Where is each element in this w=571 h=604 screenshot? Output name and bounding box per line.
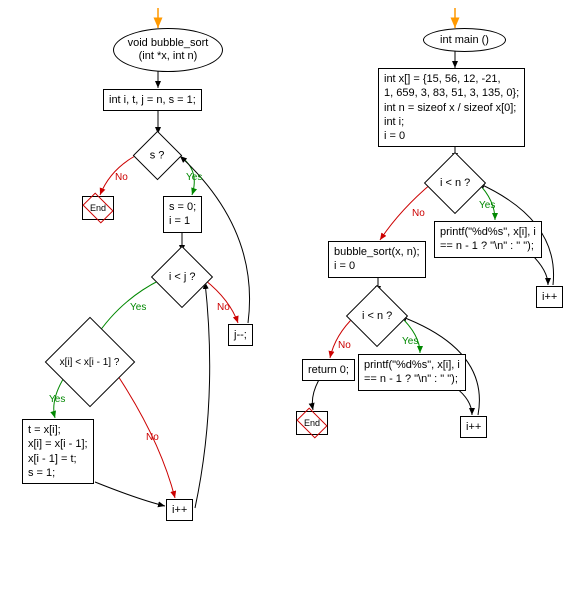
bubble-cond-ij: i < j ? bbox=[151, 246, 213, 308]
bubble-reset: s = 0; i = 1 bbox=[163, 196, 202, 233]
label-no: No bbox=[338, 340, 351, 351]
bubble-end: End bbox=[82, 196, 114, 220]
main-cond-in1: i < n ? bbox=[424, 152, 486, 214]
label-yes: Yes bbox=[479, 200, 495, 211]
bubble-swap: t = x[i]; x[i] = x[i - 1]; x[i - 1] = t;… bbox=[22, 419, 94, 484]
main-func-header: int main () bbox=[423, 28, 506, 52]
label-no: No bbox=[412, 208, 425, 219]
label-yes: Yes bbox=[186, 172, 202, 183]
bubble-decl: int i, t, j = n, s = 1; bbox=[103, 89, 202, 111]
main-ipp2: i++ bbox=[460, 416, 487, 438]
flowchart-canvas: void bubble_sort (int *x, int n) int i, … bbox=[0, 0, 571, 604]
label-yes: Yes bbox=[49, 394, 65, 405]
label-no: No bbox=[146, 432, 159, 443]
main-printf1: printf("%d%s", x[i], i == n - 1 ? "\n" :… bbox=[434, 221, 542, 258]
main-cond-in2: i < n ? bbox=[346, 285, 408, 347]
label-yes: Yes bbox=[402, 336, 418, 347]
bubble-cond-s: s ? bbox=[133, 131, 182, 180]
main-call-sort: bubble_sort(x, n); i = 0 bbox=[328, 241, 426, 278]
label-no: No bbox=[115, 172, 128, 183]
main-return: return 0; bbox=[302, 359, 355, 381]
main-ipp1: i++ bbox=[536, 286, 563, 308]
label-no: No bbox=[217, 302, 230, 313]
bubble-ipp: i++ bbox=[166, 499, 193, 521]
bubble-func-header: void bubble_sort (int *x, int n) bbox=[113, 28, 223, 72]
label-yes: Yes bbox=[130, 302, 146, 313]
main-end: End bbox=[296, 411, 328, 435]
main-decl: int x[] = {15, 56, 12, -21, 1, 659, 3, 8… bbox=[378, 68, 525, 147]
bubble-jmm: j--; bbox=[228, 324, 253, 346]
main-printf2: printf("%d%s", x[i], i == n - 1 ? "\n" :… bbox=[358, 354, 466, 391]
